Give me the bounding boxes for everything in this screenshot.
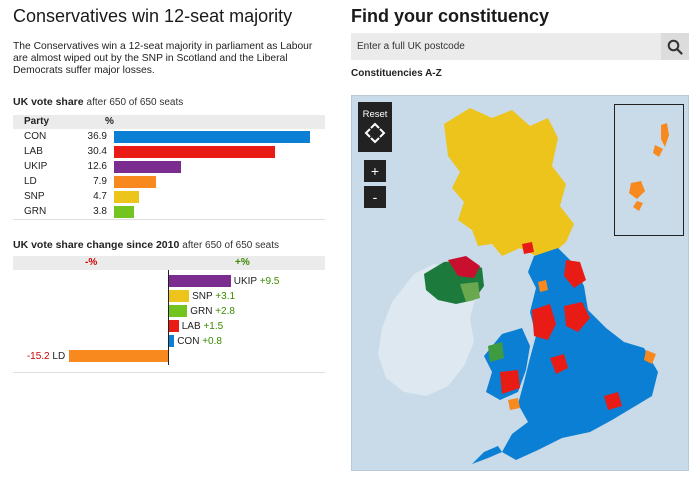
vote-change-title: UK vote share change since 2010 after 65… <box>13 239 279 251</box>
party-name: SNP <box>192 291 213 302</box>
change-value: +0.8 <box>202 336 222 347</box>
change-value: +9.5 <box>259 276 280 287</box>
party-name: GRN <box>190 306 213 317</box>
vote-share-row: LD 7.9 <box>13 175 325 189</box>
postcode-search-input[interactable] <box>351 33 661 60</box>
northern-ireland-sf[interactable] <box>460 282 480 302</box>
party-name: LD <box>24 176 37 187</box>
constituencies-az-link[interactable]: Constituencies A-Z <box>351 68 442 79</box>
vote-change-label: SNP +3.1 <box>192 291 235 302</box>
summary-text: The Conservatives win a 12-seat majority… <box>13 41 313 76</box>
vote-share-bar <box>114 176 156 188</box>
vote-share-value: 36.9 <box>87 131 107 142</box>
vote-change-label: UKIP +9.5 <box>234 276 280 287</box>
wales-plaid[interactable] <box>488 342 504 362</box>
negative-header: -% <box>85 257 98 268</box>
vote-share-row: SNP 4.7 <box>13 190 325 204</box>
vote-share-value: 30.4 <box>87 146 107 157</box>
vote-change-bar <box>169 320 179 332</box>
party-name: CON <box>24 131 47 142</box>
vote-change-bar <box>169 305 188 317</box>
yorkshire-labour[interactable] <box>564 302 590 332</box>
south-west-libdem[interactable] <box>508 398 520 410</box>
east-libdem[interactable] <box>644 350 656 364</box>
party-name: UKIP <box>233 276 257 287</box>
vote-share-subtitle: after 650 of 650 seats <box>86 97 184 108</box>
vote-change-label: -15.2 LD <box>27 351 65 362</box>
london-labour[interactable] <box>604 392 622 410</box>
vote-share-value: 12.6 <box>87 161 107 172</box>
vote-change-label: LAB +1.5 <box>182 321 223 332</box>
zoom-in-button[interactable]: + <box>364 160 386 182</box>
vote-change-label: GRN +2.8 <box>190 306 235 317</box>
vote-change-label: CON +0.8 <box>177 336 222 347</box>
party-column-header: Party <box>24 116 50 127</box>
northern-ireland-dup[interactable] <box>448 256 480 278</box>
vote-change-subtitle: after 650 of 650 seats <box>182 240 279 251</box>
zoom-out-button[interactable]: - <box>364 186 386 208</box>
scotland[interactable] <box>444 108 574 256</box>
scotland-labour[interactable] <box>522 242 534 254</box>
vote-change-bar <box>169 335 175 347</box>
party-name: LAB <box>24 146 43 157</box>
divider <box>13 219 325 220</box>
vote-share-header: Party % <box>13 115 325 129</box>
england[interactable] <box>502 248 658 460</box>
vote-share-bar <box>114 191 139 203</box>
vote-share-bar <box>114 131 310 143</box>
vote-share-row: LAB 30.4 <box>13 145 325 159</box>
zero-axis <box>168 270 169 365</box>
vote-share-value: 3.8 <box>93 206 107 217</box>
vote-share-value: 7.9 <box>93 176 107 187</box>
change-value: -15.2 <box>26 351 50 362</box>
north-east-labour[interactable] <box>564 260 586 288</box>
cornwall[interactable] <box>472 446 502 464</box>
uk-map-graphic[interactable] <box>352 96 689 471</box>
search-button[interactable] <box>661 33 689 60</box>
party-name: SNP <box>24 191 45 202</box>
north-west-labour[interactable] <box>532 304 556 340</box>
find-constituency-title: Find your constituency <box>351 6 550 26</box>
headline: Conservatives win 12-seat majority <box>13 6 293 26</box>
pan-arrows-icon <box>364 122 386 144</box>
divider <box>13 372 325 373</box>
vote-change-bar <box>169 275 231 287</box>
vote-share-row: GRN 3.8 <box>13 205 325 219</box>
change-value: +1.5 <box>203 321 224 332</box>
positive-header: +% <box>235 257 250 268</box>
party-name: LD <box>52 351 66 362</box>
vote-share-row: CON 36.9 <box>13 130 325 144</box>
vote-share-bar <box>114 146 276 158</box>
shetland-inset[interactable] <box>614 104 684 236</box>
search-icon <box>667 39 683 55</box>
vote-change-bar <box>69 350 168 362</box>
vote-share-row: UKIP 12.6 <box>13 160 325 174</box>
vote-share-title: UK vote share after 650 of 650 seats <box>13 96 184 108</box>
reset-map-button[interactable]: Reset <box>358 102 392 152</box>
change-value: +3.1 <box>215 291 236 302</box>
party-name: GRN <box>24 206 47 217</box>
wales-labour[interactable] <box>500 370 520 394</box>
vote-share-bar <box>114 161 181 173</box>
constituency-map[interactable]: Reset + - <box>351 95 689 471</box>
midlands-labour[interactable] <box>550 354 568 374</box>
party-name: LAB <box>181 321 201 332</box>
percent-column-header: % <box>105 116 114 127</box>
party-name: UKIP <box>24 161 48 172</box>
change-value: +2.8 <box>215 306 235 317</box>
north-libdem[interactable] <box>538 280 548 292</box>
shetland-islands <box>629 123 669 211</box>
vote-share-value: 4.7 <box>93 191 107 202</box>
vote-change-header: -% +% <box>13 256 325 270</box>
vote-change-bar <box>169 290 190 302</box>
vote-share-bar <box>114 206 135 218</box>
party-name: CON <box>177 336 200 347</box>
